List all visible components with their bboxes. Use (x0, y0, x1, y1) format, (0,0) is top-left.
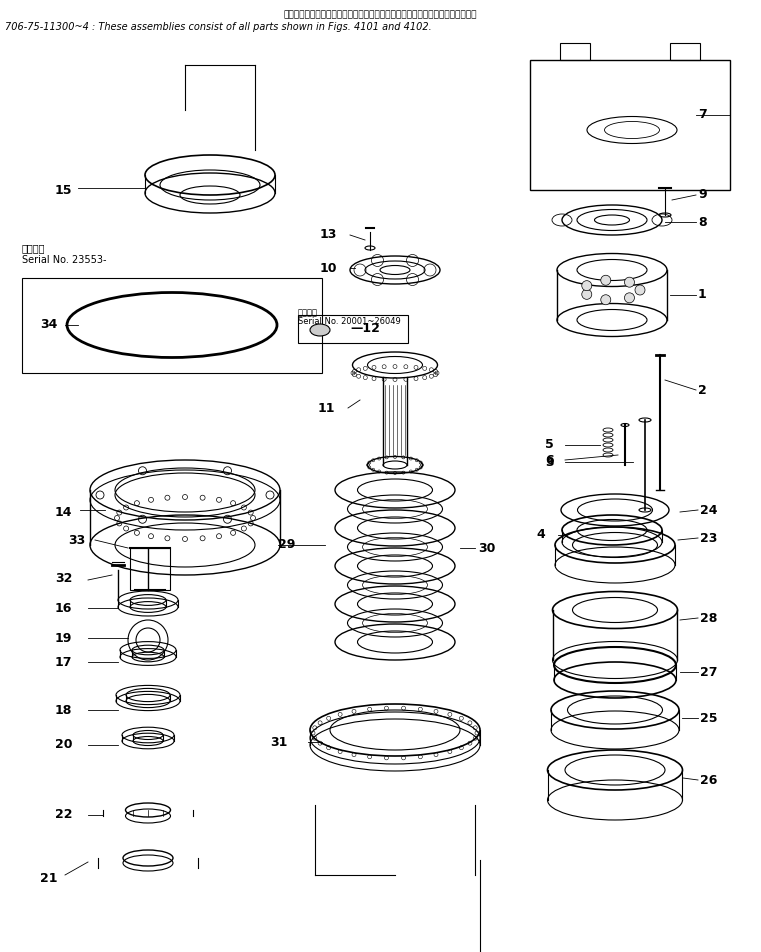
Text: 32: 32 (55, 571, 72, 585)
Text: 24: 24 (700, 504, 718, 517)
Text: 21: 21 (40, 871, 58, 884)
Text: 適用号機: 適用号機 (298, 308, 318, 318)
Text: 27: 27 (700, 665, 718, 679)
Bar (130, 548, 170, 590)
Text: 33: 33 (68, 533, 85, 546)
Text: 706-75-11300~4 : These assemblies consist of all parts shown in Figs. 4101 and 4: 706-75-11300~4 : These assemblies consis… (5, 22, 431, 32)
Circle shape (600, 295, 611, 305)
Circle shape (625, 293, 635, 303)
Text: 16: 16 (55, 602, 72, 614)
Text: 13: 13 (320, 228, 337, 241)
Text: 4: 4 (537, 528, 545, 542)
Text: これらのアセンブリの構成部品は第４１０１図および第４１０２図を含みます。: これらのアセンブリの構成部品は第４１０１図および第４１０２図を含みます。 (283, 10, 476, 19)
Bar (22, 278, 322, 373)
Text: 5: 5 (545, 439, 554, 451)
Text: 適用号機: 適用号機 (22, 243, 46, 253)
Circle shape (581, 289, 592, 299)
Text: Serial No. 20001~26049: Serial No. 20001~26049 (298, 318, 401, 327)
Text: 25: 25 (700, 711, 718, 724)
Text: 17: 17 (55, 656, 72, 668)
Text: 20: 20 (55, 739, 72, 751)
Text: 23: 23 (700, 531, 718, 545)
Circle shape (600, 275, 611, 286)
Text: 18: 18 (55, 704, 72, 717)
Circle shape (625, 277, 635, 288)
Text: 8: 8 (698, 215, 707, 228)
Text: 15: 15 (55, 184, 72, 196)
Text: 31: 31 (271, 736, 288, 748)
Text: 14: 14 (55, 506, 72, 519)
Text: 11: 11 (318, 402, 336, 414)
Text: 19: 19 (55, 631, 72, 645)
Text: 28: 28 (700, 611, 718, 625)
Text: 3: 3 (545, 455, 553, 468)
Text: 26: 26 (700, 773, 718, 786)
Text: 10: 10 (320, 262, 337, 274)
Ellipse shape (310, 324, 330, 336)
Text: —12: —12 (350, 323, 380, 335)
Text: 9: 9 (698, 188, 707, 202)
Text: 34: 34 (40, 319, 57, 331)
Text: 1: 1 (698, 288, 707, 302)
Bar (560, 43, 590, 60)
Bar (670, 43, 700, 60)
Text: 6: 6 (545, 453, 553, 466)
Circle shape (581, 281, 592, 290)
Text: 22: 22 (55, 808, 72, 822)
Text: 7: 7 (698, 109, 707, 122)
Circle shape (635, 285, 645, 295)
Text: 29: 29 (278, 539, 295, 551)
Bar (530, 60, 730, 190)
Bar (298, 315, 408, 343)
Text: 30: 30 (478, 542, 495, 554)
Text: Serial No. 23553-: Serial No. 23553- (22, 255, 107, 265)
Text: 2: 2 (698, 384, 707, 396)
